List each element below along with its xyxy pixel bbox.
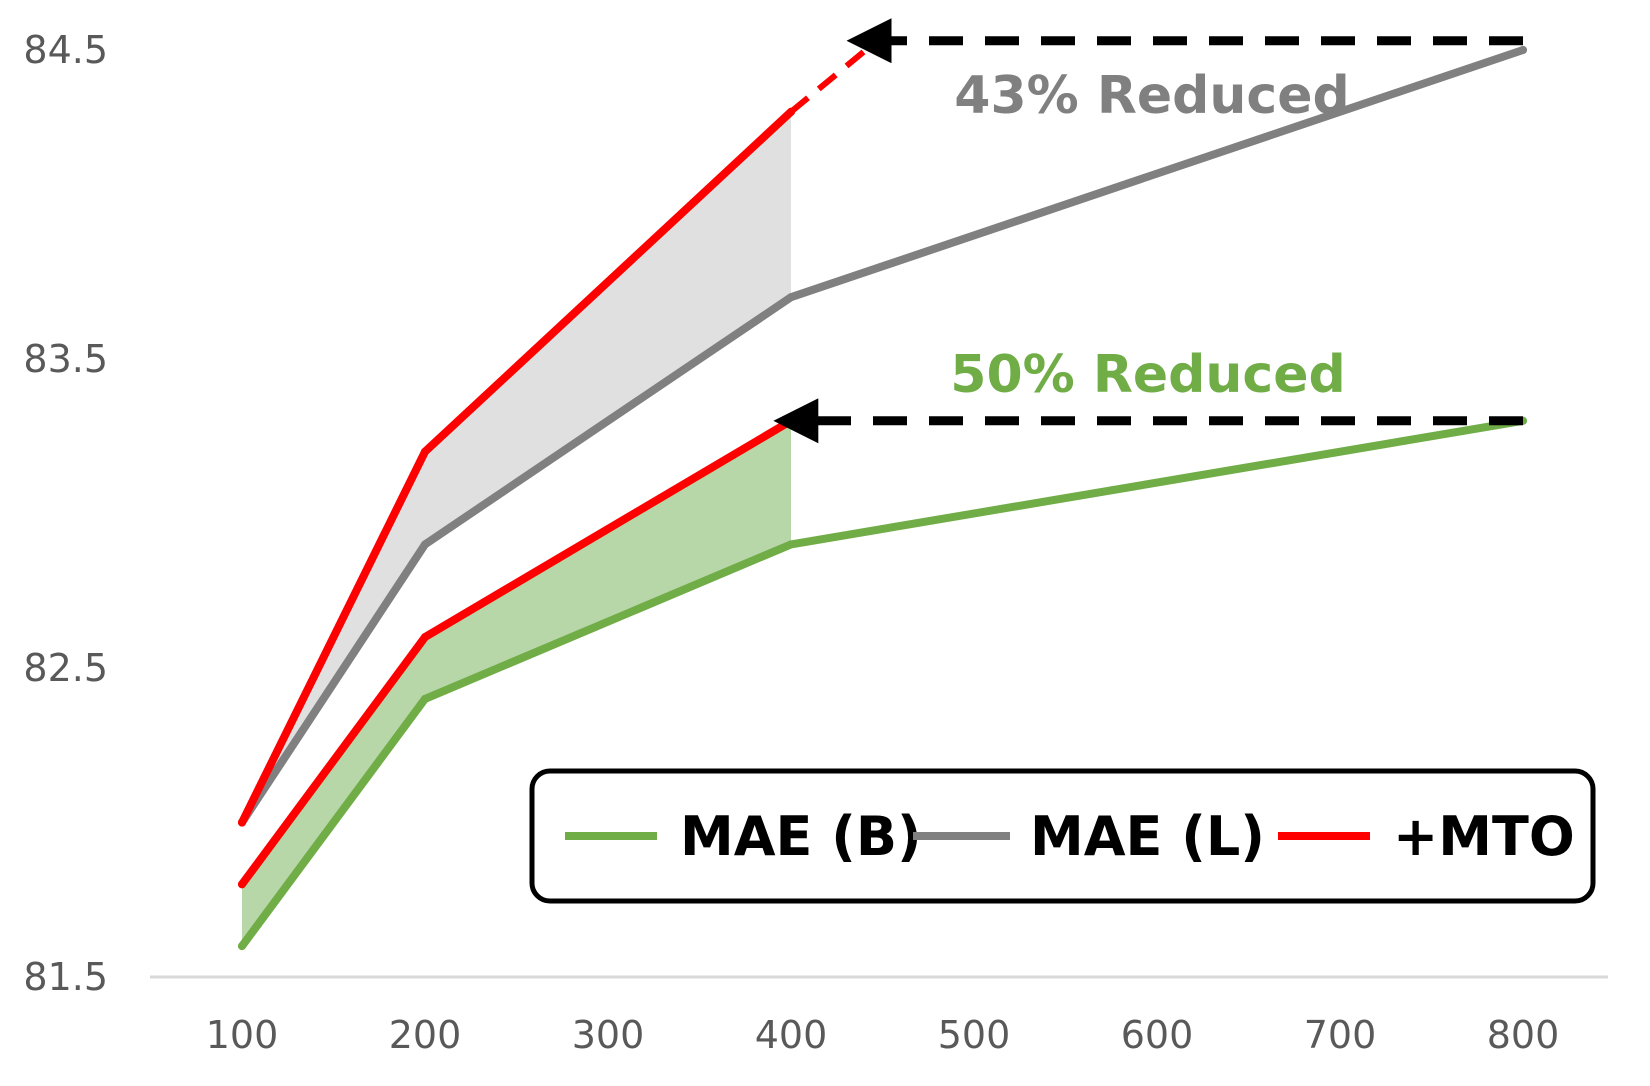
legend-label-2: MAE (L) — [1030, 805, 1265, 868]
data-point — [787, 540, 795, 549]
mto-extension-line — [789, 41, 876, 115]
x-tick-label: 400 — [755, 1013, 828, 1057]
annotations: 43% Reduced 50% Reduced — [773, 18, 1523, 444]
y-axis-ticks: 81.5 82.5 83.5 84.5 — [23, 28, 108, 999]
x-tick-label: 500 — [938, 1013, 1011, 1057]
data-point — [421, 540, 429, 549]
x-tick-label: 300 — [572, 1013, 645, 1057]
x-tick-label: 200 — [389, 1013, 462, 1057]
data-point — [238, 942, 246, 951]
data-point — [421, 447, 429, 456]
legend-label-3: +MTO — [1393, 805, 1575, 868]
y-tick-label: 83.5 — [23, 337, 108, 381]
x-tick-label: 600 — [1121, 1013, 1194, 1057]
shaded-regions — [242, 111, 791, 947]
y-tick-label: 81.5 — [23, 955, 108, 999]
legend-box — [529, 768, 1596, 904]
data-point — [238, 880, 246, 889]
x-tick-label: 100 — [206, 1013, 279, 1057]
y-tick-label: 84.5 — [23, 28, 108, 72]
data-point — [421, 694, 429, 703]
y-tick-label: 82.5 — [23, 646, 108, 690]
data-point — [1519, 46, 1527, 54]
legend: MAE (B) MAE (L) +MTO — [529, 768, 1596, 904]
series-line-1 — [238, 416, 1527, 951]
data-point — [421, 633, 429, 642]
shaded-region-2 — [242, 111, 791, 823]
data-point — [787, 293, 795, 302]
shaded-region-1 — [242, 420, 791, 947]
series-line-2 — [238, 46, 1527, 827]
annotation-text-2: 50% Reduced — [950, 345, 1345, 405]
legend-label-1: MAE (B) — [680, 805, 922, 868]
data-point — [238, 818, 246, 827]
annotation-text-1: 43% Reduced — [954, 66, 1349, 126]
x-axis-ticks: 100 200 300 400 500 600 700 800 — [206, 1013, 1560, 1057]
x-tick-label: 700 — [1304, 1013, 1377, 1057]
x-tick-label: 800 — [1487, 1013, 1560, 1057]
data-point — [787, 416, 795, 425]
